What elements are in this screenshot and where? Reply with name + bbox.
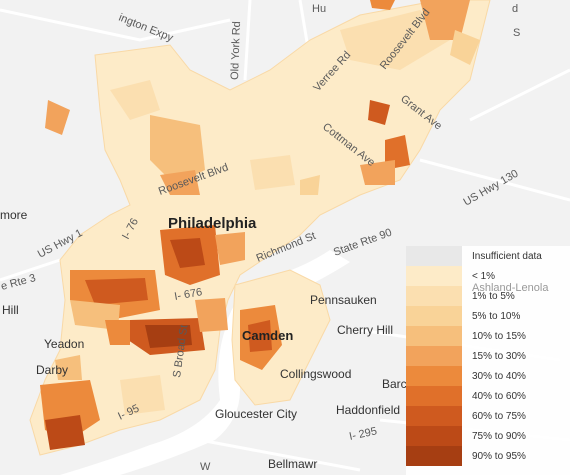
legend-label: 5% to 10% <box>472 310 521 322</box>
legend-swatch <box>406 346 462 366</box>
legend-swatch <box>406 306 462 326</box>
legend-label: 40% to 60% <box>472 390 526 402</box>
legend-swatch <box>406 366 462 386</box>
legend-item-15-30: 15% to 30% <box>406 346 526 366</box>
road-label-w: W <box>200 461 211 473</box>
legend-swatch <box>406 246 462 266</box>
legend-label: 30% to 40% <box>472 370 526 382</box>
place-label-gloucester-city: Gloucester City <box>215 407 297 421</box>
legend-label: 60% to 75% <box>472 410 526 422</box>
camden-tracts[interactable] <box>231 269 331 406</box>
place-label-cherry-hill: Cherry Hill <box>337 323 393 337</box>
place-label-collingswood: Collingswood <box>280 367 351 381</box>
legend-item-10-15: 10% to 15% <box>406 326 526 346</box>
legend-item-30-40: 30% to 40% <box>406 366 526 386</box>
road-label-old-york-rd: Old York Rd <box>229 21 243 80</box>
legend-swatch <box>406 286 462 306</box>
map-legend: Insufficient data < 1% 1% to 5% 5% to 10… <box>406 246 570 475</box>
legend-label: 10% to 15% <box>472 330 526 342</box>
road-label-i295: I- 295 <box>348 425 378 443</box>
legend-item-60-75: 60% to 75% <box>406 406 526 426</box>
legend-swatch <box>406 406 462 426</box>
legend-label: 90% to 95% <box>472 450 526 462</box>
road-label-d: d <box>512 3 518 15</box>
legend-item-5-10: 5% to 10% <box>406 306 520 326</box>
legend-swatch <box>406 326 462 346</box>
legend-label: Insufficient data <box>472 250 542 262</box>
legend-item-insufficient: Insufficient data <box>406 246 542 266</box>
city-label-philadelphia: Philadelphia <box>168 215 257 232</box>
legend-item-75-90: 75% to 90% <box>406 426 526 446</box>
place-label-bellmawr: Bellmawr <box>268 457 317 471</box>
place-label-yeadon: Yeadon <box>44 337 84 351</box>
road-label-s: S <box>513 27 520 39</box>
legend-item-lt1: < 1% <box>406 266 495 286</box>
road-label-i676: I- 676 <box>173 286 203 303</box>
place-label-ashland-lenola: Ashland-Lenola <box>472 282 549 294</box>
legend-label: < 1% <box>472 270 496 282</box>
legend-item-90-95: 90% to 95% <box>406 446 526 466</box>
legend-swatch <box>406 426 462 446</box>
legend-item-1-5: 1% to 5% <box>406 286 515 306</box>
place-label-pennsauken: Pennsauken <box>310 293 377 307</box>
legend-swatch <box>406 386 462 406</box>
place-label-more: more <box>0 208 28 222</box>
road-label-hu: Hu <box>312 3 326 15</box>
delaware-river <box>60 250 350 475</box>
place-label-darby: Darby <box>36 363 68 377</box>
legend-label: 1% to 5% <box>472 290 515 302</box>
legend-label: 75% to 90% <box>472 430 526 442</box>
tract-patches <box>40 0 480 450</box>
place-label-haddonfield: Haddonfield <box>336 403 400 417</box>
place-label-hill: Hill <box>2 303 19 317</box>
legend-item-40-60: 40% to 60% <box>406 386 526 406</box>
legend-swatch <box>406 446 462 466</box>
legend-label: 15% to 30% <box>472 350 526 362</box>
city-label-camden: Camden <box>242 328 293 343</box>
legend-swatch <box>406 266 462 286</box>
